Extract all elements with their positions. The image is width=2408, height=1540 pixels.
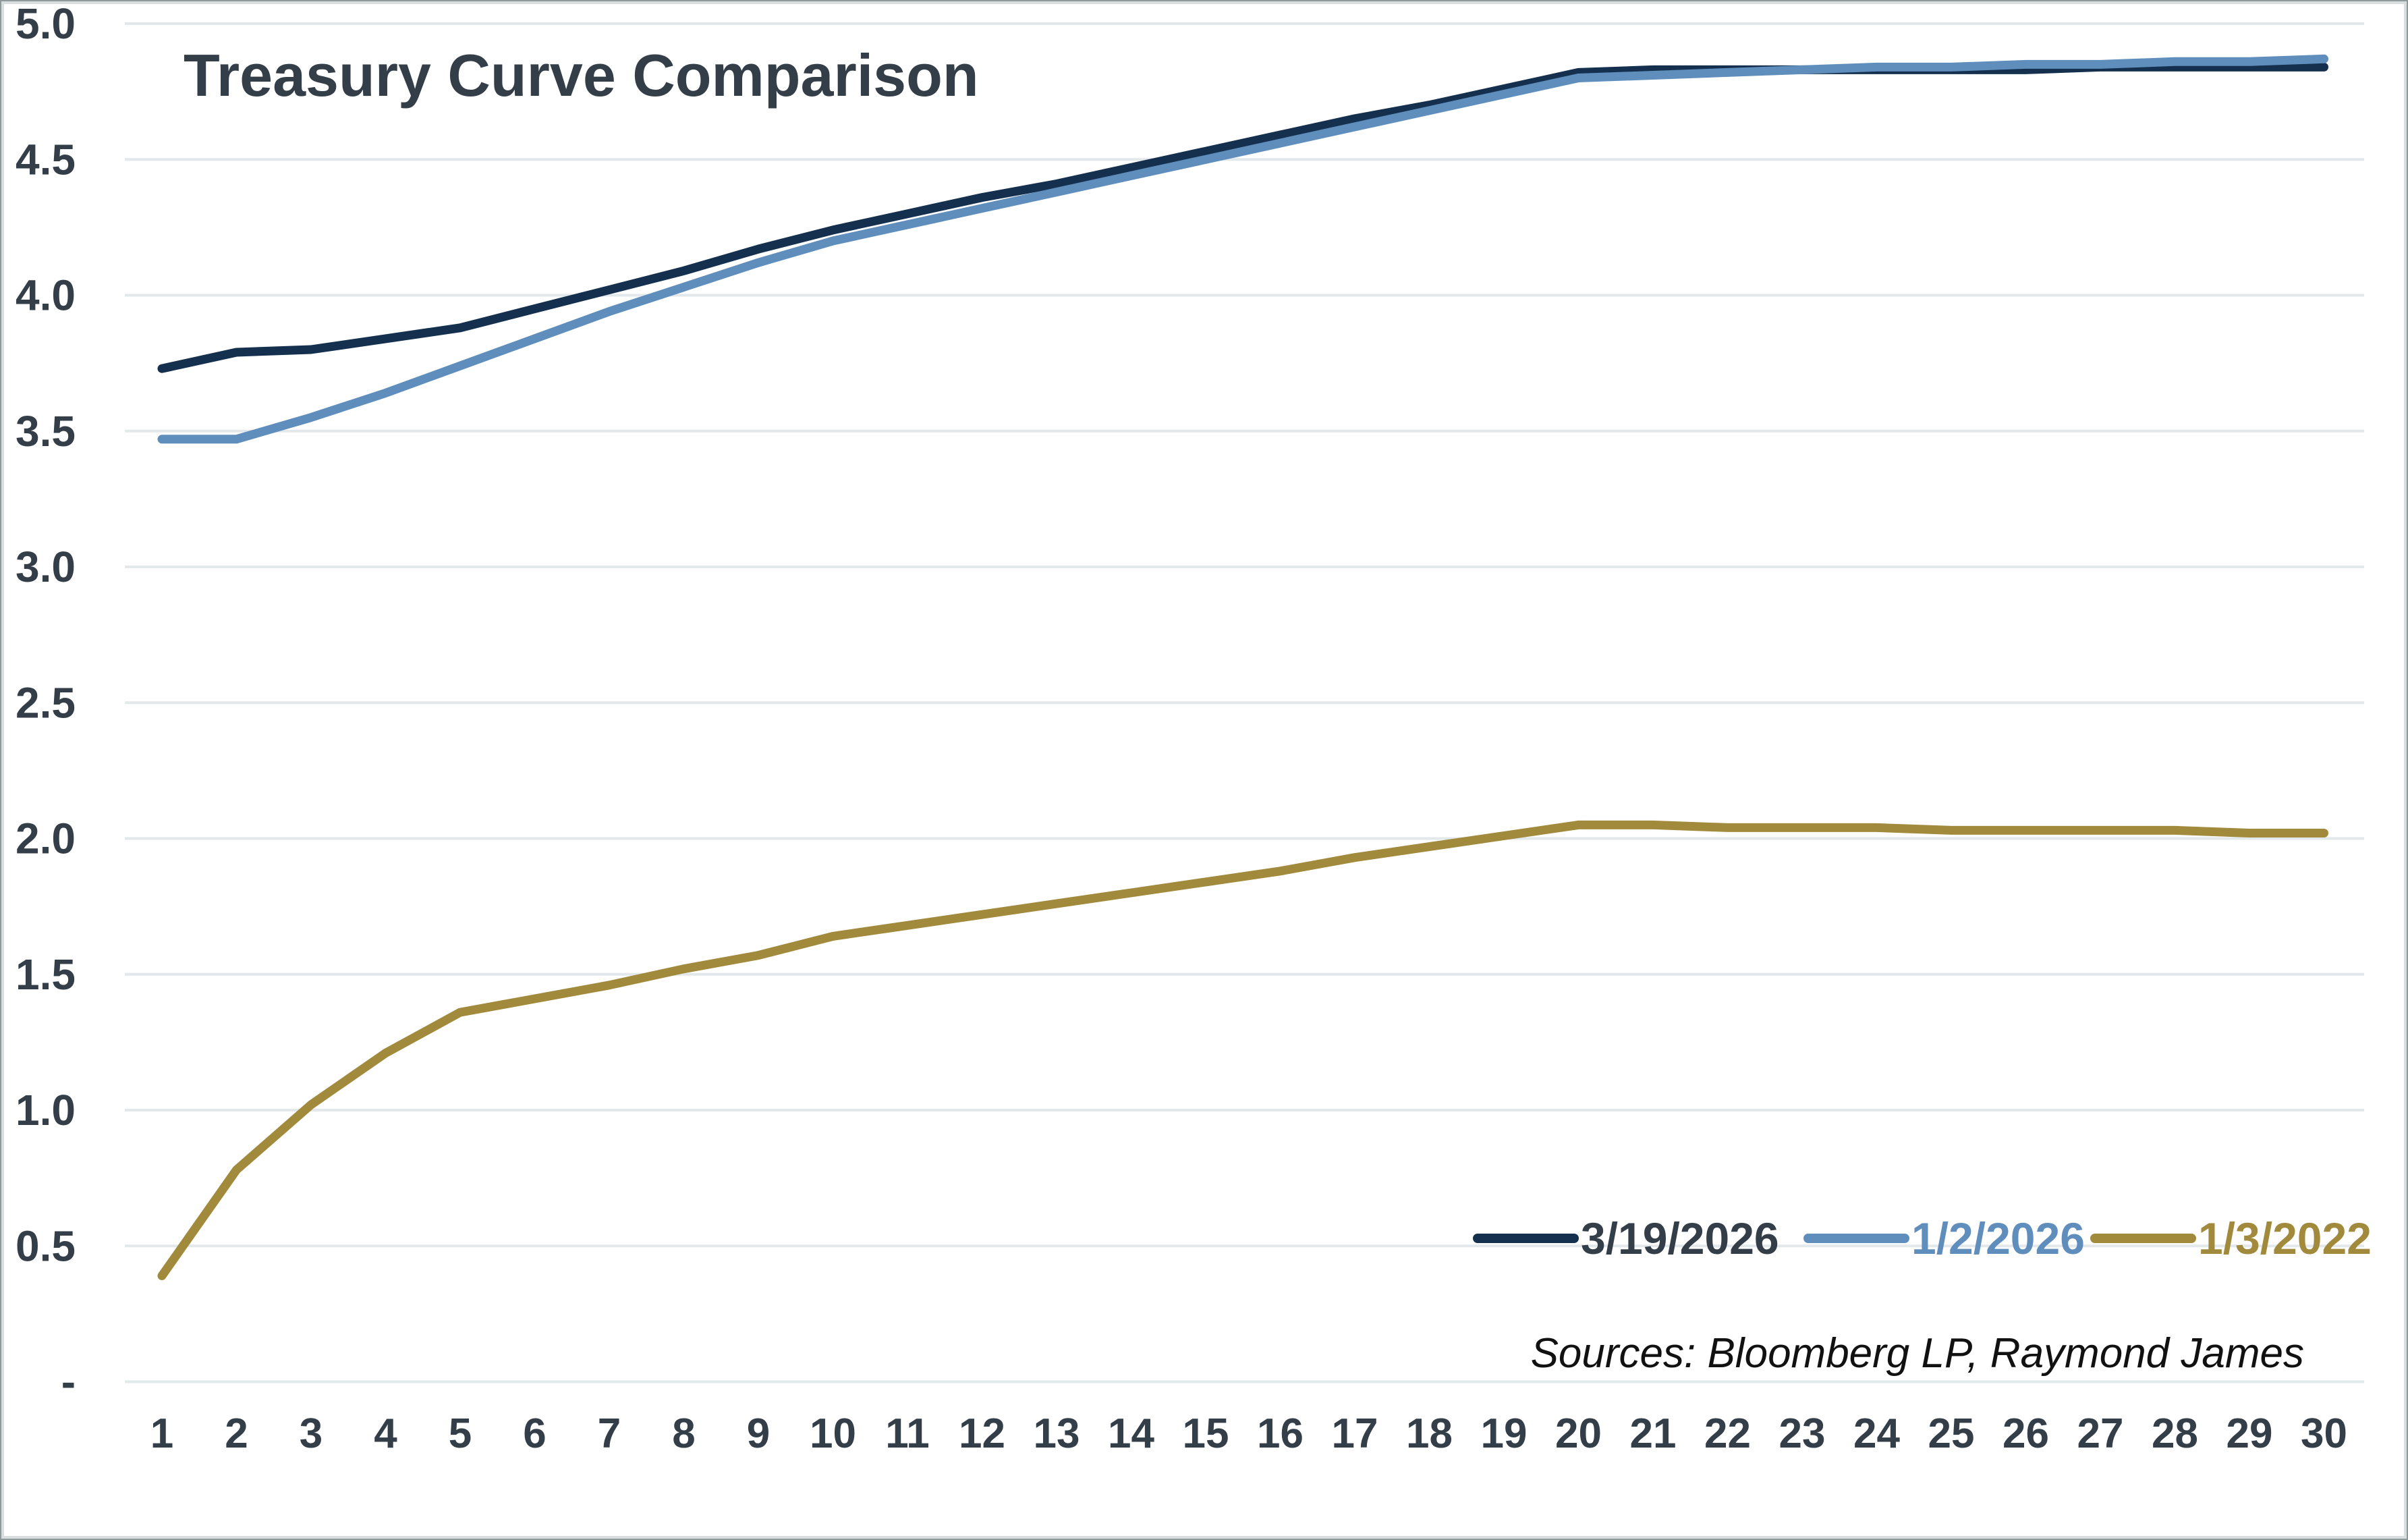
y-tick-label-2.0: 2.0 bbox=[16, 815, 76, 863]
x-tick-label-24: 24 bbox=[1853, 1410, 1900, 1457]
x-tick-label-18: 18 bbox=[1406, 1410, 1453, 1457]
y-tick-label-3.5: 3.5 bbox=[16, 407, 76, 456]
x-tick-label-21: 21 bbox=[1630, 1410, 1677, 1457]
x-tick-label-7: 7 bbox=[598, 1410, 621, 1457]
source-note: Sources: Bloomberg LP, Raymond James bbox=[1531, 1330, 2304, 1377]
y-axis-tick-labels: 5.0 4.5 4.0 3.5 3.0 2.5 2.0 1.5 1.0 0.5 - bbox=[16, 0, 76, 1406]
x-tick-label-8: 8 bbox=[672, 1410, 695, 1457]
x-tick-label-1: 1 bbox=[150, 1410, 173, 1457]
x-tick-label-13: 13 bbox=[1034, 1410, 1080, 1457]
x-tick-label-17: 17 bbox=[1332, 1410, 1378, 1457]
y-tick-label-2.5: 2.5 bbox=[16, 678, 76, 727]
legend: 3/19/2026 1/2/2026 1/3/2022 bbox=[1473, 1213, 2372, 1263]
chart-title: Treasury Curve Comparison bbox=[184, 42, 979, 109]
x-tick-label-28: 28 bbox=[2152, 1410, 2198, 1457]
x-tick-label-11: 11 bbox=[885, 1410, 930, 1457]
y-tick-label-4.5: 4.5 bbox=[16, 135, 76, 184]
x-tick-label-14: 14 bbox=[1108, 1410, 1154, 1457]
y-tick-label-5.0: 5.0 bbox=[16, 0, 76, 48]
x-tick-label-23: 23 bbox=[1779, 1410, 1826, 1457]
series-lines bbox=[157, 54, 2328, 1280]
x-tick-label-30: 30 bbox=[2301, 1410, 2347, 1457]
series-line-1-2-2026 bbox=[157, 54, 2328, 444]
x-tick-label-22: 22 bbox=[1704, 1410, 1751, 1457]
x-tick-label-25: 25 bbox=[1928, 1410, 1975, 1457]
x-tick-label-26: 26 bbox=[2003, 1410, 2049, 1457]
x-tick-label-12: 12 bbox=[959, 1410, 1005, 1457]
y-tick-label-0.5: 0.5 bbox=[16, 1221, 76, 1270]
x-tick-label-6: 6 bbox=[523, 1410, 546, 1457]
x-tick-label-4: 4 bbox=[374, 1410, 397, 1457]
x-tick-label-10: 10 bbox=[810, 1410, 856, 1457]
x-axis-tick-labels: 1 2 3 4 5 6 7 8 9 10 11 12 13 14 15 16 17 18 19 20 21 22 23 24 2… bbox=[150, 1410, 2347, 1457]
legend-label-1-3-2022: 1/3/2022 bbox=[2198, 1213, 2372, 1263]
x-tick-label-16: 16 bbox=[1257, 1410, 1304, 1457]
y-tick-label--: - bbox=[61, 1358, 76, 1406]
legend-label-3-19-2026: 3/19/2026 bbox=[1581, 1213, 1779, 1263]
x-tick-label-27: 27 bbox=[2077, 1410, 2124, 1457]
gridlines bbox=[125, 22, 2364, 1383]
x-tick-label-29: 29 bbox=[2227, 1410, 2273, 1457]
y-tick-label-1.5: 1.5 bbox=[16, 950, 76, 999]
x-tick-label-19: 19 bbox=[1481, 1410, 1528, 1457]
x-tick-label-20: 20 bbox=[1555, 1410, 1602, 1457]
y-tick-label-4.0: 4.0 bbox=[16, 271, 76, 320]
y-tick-label-3.0: 3.0 bbox=[16, 543, 76, 591]
x-tick-label-9: 9 bbox=[747, 1410, 770, 1457]
x-tick-label-2: 2 bbox=[225, 1410, 248, 1457]
legend-label-1-2-2026: 1/2/2026 bbox=[1911, 1213, 2085, 1263]
series-line-1-3-2022 bbox=[157, 820, 2328, 1280]
x-tick-label-15: 15 bbox=[1183, 1410, 1229, 1457]
x-tick-label-5: 5 bbox=[449, 1410, 472, 1457]
x-tick-label-3: 3 bbox=[300, 1410, 323, 1457]
y-tick-label-1.0: 1.0 bbox=[16, 1086, 76, 1134]
